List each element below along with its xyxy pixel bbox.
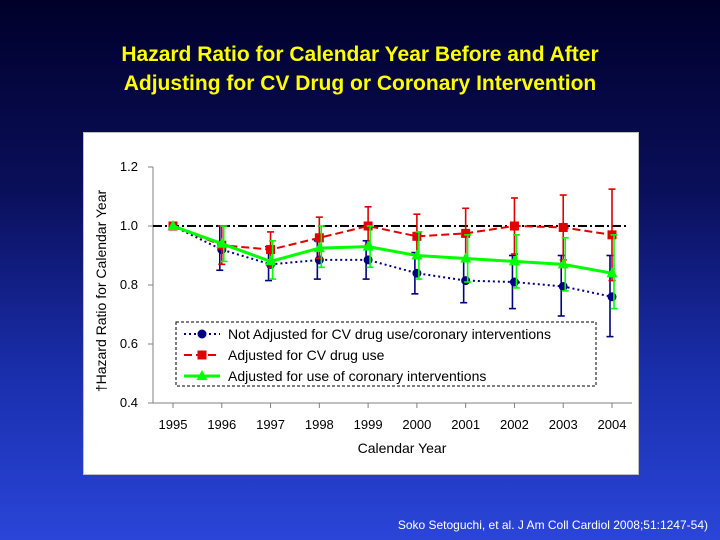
y-tick-label: 0.8 — [120, 277, 138, 292]
data-point — [508, 255, 520, 266]
data-point — [314, 233, 324, 243]
x-axis-title: Calendar Year — [358, 440, 447, 456]
data-point — [412, 231, 422, 241]
slide-title-line1: Hazard Ratio for Calendar Year Before an… — [121, 43, 599, 66]
x-tick-label: 1997 — [256, 417, 285, 432]
chart-panel: 0.4 0.6 0.8 1.0 1.2 1995 1996 1997 1998 1999 2000 2… — [83, 132, 639, 475]
data-point — [460, 252, 472, 263]
data-point — [509, 221, 519, 231]
series-line — [172, 225, 613, 298]
x-tick-label: 2002 — [500, 417, 529, 432]
x-tick-label: 2001 — [451, 417, 480, 432]
x-tick-label: 1995 — [159, 417, 188, 432]
x-tick-label: 1996 — [207, 417, 236, 432]
data-point — [266, 245, 276, 255]
x-tick-label: 1998 — [305, 417, 334, 432]
legend-label: Adjusted for CV drug use — [228, 347, 385, 363]
data-point — [412, 268, 422, 278]
series-line — [172, 224, 613, 251]
data-point — [509, 277, 519, 287]
slide-title: Hazard Ratio for Calendar Year Before an… — [0, 40, 720, 98]
x-tick-label: 1999 — [354, 417, 383, 432]
y-tick-label: 0.6 — [120, 336, 138, 351]
data-point — [411, 249, 423, 260]
legend-marker — [197, 350, 207, 360]
x-tick-label: 2000 — [402, 417, 431, 432]
y-tick-label: 1.2 — [120, 159, 138, 174]
data-point — [606, 267, 618, 278]
data-point — [216, 237, 228, 248]
y-tick-label: 0.4 — [120, 395, 138, 410]
legend-box — [175, 321, 597, 387]
data-point — [461, 228, 471, 238]
legend-marker — [196, 370, 208, 380]
x-tick-label: 2003 — [549, 417, 578, 432]
data-point — [461, 276, 471, 286]
hazard-ratio-chart: 0.4 0.6 0.8 1.0 1.2 1995 1996 1997 1998 1999 2000 2… — [93, 159, 632, 456]
y-axis-title: †Hazard Ratio for Calendar Year — [93, 189, 109, 392]
data-point — [363, 255, 373, 265]
data-point — [313, 242, 325, 253]
y-tick-label: 1.0 — [120, 218, 138, 233]
data-point — [362, 240, 374, 251]
citation: Soko Setoguchi, et al. J Am Coll Cardiol… — [397, 518, 708, 532]
data-point — [558, 222, 568, 232]
legend-marker — [197, 329, 207, 339]
legend-label: Not Adjusted for CV drug use/coronary in… — [228, 326, 551, 342]
data-point — [167, 220, 179, 230]
data-point — [607, 292, 617, 302]
slide-title-line2: Adjusting for CV Drug or Coronary Interv… — [123, 72, 597, 95]
legend-label: Adjusted for use of coronary interventio… — [228, 368, 486, 384]
data-point — [557, 258, 569, 269]
data-point — [265, 255, 277, 266]
series-line — [172, 224, 613, 275]
x-tick-label: 2004 — [598, 417, 627, 432]
data-point — [558, 281, 568, 291]
